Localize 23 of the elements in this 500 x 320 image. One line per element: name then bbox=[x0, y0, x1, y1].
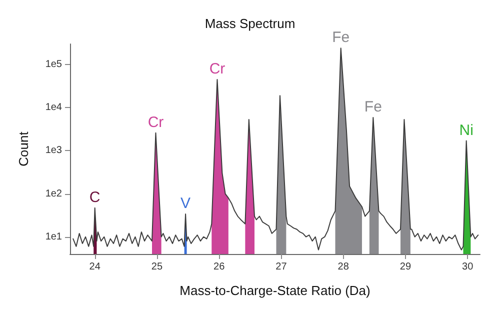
series-label: Cr bbox=[209, 60, 226, 78]
x-axis-title: Mass-to-Charge-State Ratio (Da) bbox=[180, 283, 370, 298]
series-label: Fe bbox=[332, 29, 350, 46]
y-tick-label: 1e1 bbox=[45, 231, 62, 242]
series-label: Cr bbox=[148, 114, 164, 131]
x-tick-label: 25 bbox=[151, 262, 163, 272]
y-tick-label: 1e2 bbox=[45, 188, 62, 200]
y-tick-label: 1e3 bbox=[45, 145, 62, 156]
y-axis-title: Count bbox=[16, 131, 31, 166]
x-tick-label: 26 bbox=[214, 262, 226, 272]
series-label: Ni bbox=[459, 122, 474, 139]
y-tick-label: 1e5 bbox=[45, 59, 62, 70]
chart-title: Mass Spectrum bbox=[204, 16, 296, 31]
y-tick-label: 1e4 bbox=[45, 102, 62, 114]
series-label: Fe bbox=[364, 98, 382, 116]
x-tick-label: 29 bbox=[400, 262, 412, 272]
line-series bbox=[72, 48, 479, 250]
x-tick-label: 27 bbox=[276, 262, 288, 272]
x-tick-label: 24 bbox=[89, 262, 101, 272]
series-label: V bbox=[180, 194, 191, 212]
series-label: C bbox=[89, 188, 100, 206]
x-tick-label: 30 bbox=[462, 262, 474, 272]
x-tick-label: 28 bbox=[338, 262, 350, 272]
